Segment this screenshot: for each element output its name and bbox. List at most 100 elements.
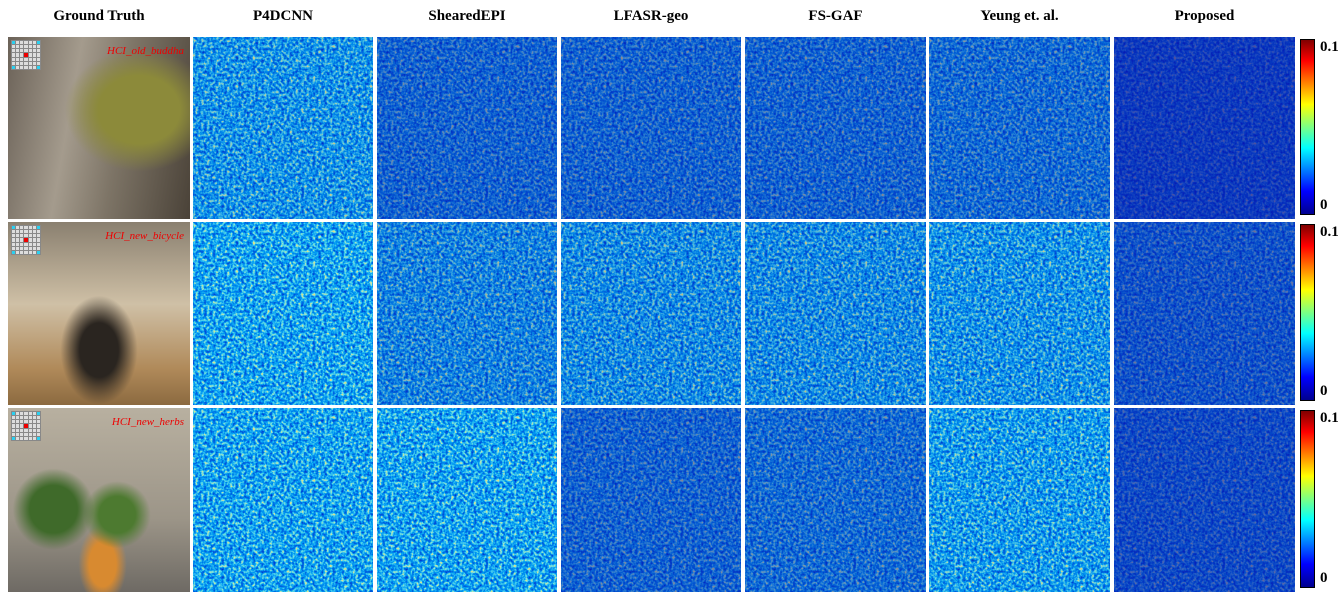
grid-dot	[29, 251, 32, 254]
error-noise	[929, 408, 1110, 592]
grid-dot	[16, 437, 19, 440]
noise	[1114, 222, 1295, 405]
grid-dot	[33, 429, 36, 432]
error-map	[1114, 408, 1295, 592]
grid-dot	[24, 243, 27, 246]
grid-dot	[29, 433, 32, 436]
grid-dot	[20, 58, 23, 61]
grid-dot	[24, 234, 27, 237]
column-header: Ground Truth	[8, 8, 190, 25]
grid-dot	[16, 62, 19, 65]
grid-dot	[24, 41, 27, 44]
figure: Ground TruthP4DCNNShearedEPILFASR-geoFS-…	[0, 0, 1339, 593]
error-map	[193, 408, 373, 592]
error-noise	[745, 37, 926, 219]
grid-dot	[29, 230, 32, 233]
error-noise	[1114, 408, 1295, 592]
grid-dot	[33, 251, 36, 254]
grid-dot	[16, 420, 19, 423]
grid-dot	[29, 226, 32, 229]
grid-dot	[16, 230, 19, 233]
grid-dot	[16, 49, 19, 52]
error-map	[561, 37, 741, 219]
grid-dot	[16, 66, 19, 69]
grid-dot	[33, 420, 36, 423]
error-noise	[929, 222, 1110, 405]
grid-dot	[24, 238, 27, 241]
error-noise	[377, 37, 557, 219]
grid-dot	[16, 41, 19, 44]
grid-dot	[20, 226, 23, 229]
view-grid-icon	[11, 225, 41, 255]
grid-dot	[12, 429, 15, 432]
grid-dot	[29, 416, 32, 419]
grid-dot	[20, 251, 23, 254]
noise	[561, 222, 741, 405]
grid-dot	[20, 234, 23, 237]
noise	[193, 408, 373, 592]
grid-dot	[37, 420, 40, 423]
grid-dot	[12, 49, 15, 52]
error-noise	[193, 37, 373, 219]
grid-dot	[29, 238, 32, 241]
colorbar-min: 0	[1320, 570, 1328, 587]
error-noise	[193, 222, 373, 405]
grid-dot	[29, 58, 32, 61]
error-map	[377, 37, 557, 219]
grid-dot	[29, 437, 32, 440]
grid-dot	[16, 58, 19, 61]
noise	[377, 37, 557, 219]
error-map	[1114, 37, 1295, 219]
grid-dot	[37, 41, 40, 44]
colorbar-max: 0.1	[1320, 224, 1339, 241]
grid-dot	[37, 247, 40, 250]
grid-dot	[12, 53, 15, 56]
grid-dot	[24, 420, 27, 423]
grid-dot	[37, 53, 40, 56]
grid-dot	[16, 251, 19, 254]
colorbar	[1300, 39, 1315, 215]
grid-dot	[33, 41, 36, 44]
grid-dot	[12, 58, 15, 61]
grid-dot	[12, 45, 15, 48]
grid-dot	[20, 247, 23, 250]
grid-dot	[37, 424, 40, 427]
grid-dot	[33, 66, 36, 69]
grid-dot	[24, 53, 27, 56]
grid-dot	[16, 226, 19, 229]
grid-dot	[12, 437, 15, 440]
noise	[193, 37, 373, 219]
grid-dot	[20, 230, 23, 233]
grid-dot	[33, 45, 36, 48]
column-header: Proposed	[1114, 8, 1295, 25]
noise	[561, 37, 741, 219]
grid-dot	[12, 424, 15, 427]
grid-dot	[29, 45, 32, 48]
grid-dot	[37, 433, 40, 436]
grid-dot	[12, 247, 15, 250]
grid-dot	[29, 234, 32, 237]
grid-dot	[33, 234, 36, 237]
grid-dot	[24, 424, 27, 427]
grid-dot	[24, 429, 27, 432]
grid-dot	[33, 243, 36, 246]
grid-dot	[33, 424, 36, 427]
grid-dot	[20, 243, 23, 246]
grid-dot	[12, 230, 15, 233]
grid-dot	[20, 429, 23, 432]
grid-dot	[33, 226, 36, 229]
colorbar-min: 0	[1320, 197, 1328, 214]
grid-dot	[29, 247, 32, 250]
error-map	[377, 408, 557, 592]
error-map	[745, 408, 926, 592]
grid-dot	[24, 58, 27, 61]
error-map	[745, 222, 926, 405]
grid-dot	[12, 66, 15, 69]
grid-dot	[29, 420, 32, 423]
noise	[561, 408, 741, 592]
colorbar	[1300, 224, 1315, 401]
ground-truth-image: HCI_new_bicycle	[8, 222, 190, 405]
grid-dot	[16, 424, 19, 427]
error-map	[929, 408, 1110, 592]
grid-dot	[12, 412, 15, 415]
